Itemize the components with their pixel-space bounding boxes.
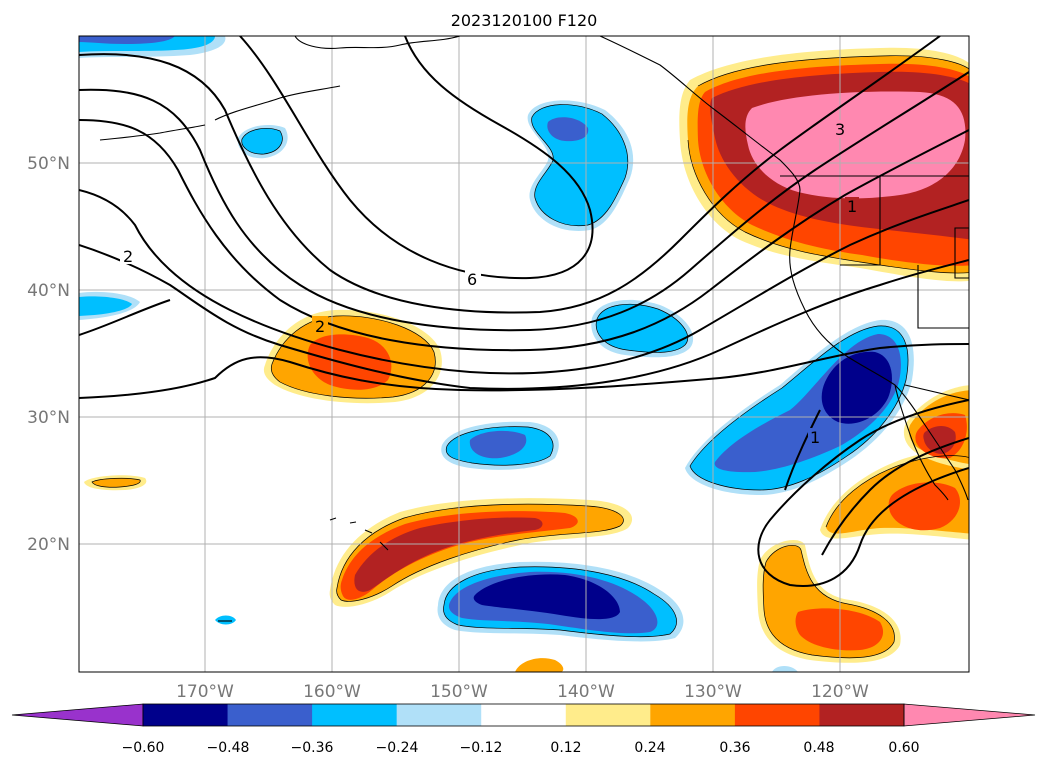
lon-label-140w: 140°W — [557, 682, 615, 702]
contour-low — [757, 399, 969, 587]
state-border-3 — [954, 227, 969, 279]
negative-anomaly-15n-deep — [473, 574, 620, 620]
contour-label-6: 6 — [467, 270, 477, 289]
colorbar-cell-1 — [227, 704, 313, 726]
map-area: 2 6 2 3 1 1 — [79, 36, 969, 672]
negative-anomaly-28n-mid — [469, 430, 527, 459]
lat-label-20n: 20°N — [27, 535, 70, 555]
hawaii-islands — [329, 517, 389, 551]
colorbar-label-2: −0.36 — [291, 740, 334, 756]
positive-anomaly-hawaii-red — [340, 511, 578, 600]
colorbar-label-5: 0.12 — [550, 740, 581, 756]
colorbar-cell-3 — [396, 704, 482, 726]
colorbar-cell-7 — [734, 704, 820, 726]
negative-anomaly-bottom-right — [772, 666, 798, 672]
colorbar-cell-0 — [143, 704, 229, 726]
colorbar-tick-labels: −0.60 −0.48 −0.36 −0.24 −0.12 0.12 0.24 … — [122, 740, 920, 756]
contour-low-b — [784, 409, 821, 491]
colorbar-cell-8 — [819, 704, 905, 726]
positive-anomaly-south-red — [795, 608, 884, 651]
lat-label-30n: 30°N — [27, 408, 70, 428]
negative-anomaly-topleft-mid — [79, 36, 175, 44]
map-frame — [78, 35, 970, 673]
positive-anomaly-hawaii-darkred — [354, 517, 543, 592]
alaska-peninsula — [214, 85, 341, 121]
lon-label-150w: 150°W — [430, 682, 488, 702]
positive-anomaly-175w-orange — [92, 478, 141, 488]
colorbar-cell-5 — [565, 704, 651, 726]
state-border-2 — [917, 265, 969, 329]
anomaly-fills — [79, 36, 969, 672]
us-west-coast — [789, 189, 969, 501]
colorbar-label-9: 0.60 — [888, 740, 919, 756]
alaska-coast — [294, 36, 461, 49]
negative-anomaly-140w-mid — [547, 117, 589, 142]
contour-6 — [239, 36, 594, 280]
colorbar-extend-high — [903, 703, 1036, 727]
height-contours — [79, 36, 969, 587]
state-border-1 — [840, 176, 881, 266]
negative-anomaly-aleutian-blue — [241, 128, 283, 155]
colorbar-cells — [11, 703, 1036, 727]
contour-label-1b: 1 — [810, 428, 820, 447]
contour-label-1a: 1 — [847, 197, 857, 216]
contour-1-b — [79, 299, 171, 336]
lon-label-170w: 170°W — [176, 682, 234, 702]
colorbar-label-4: −0.12 — [460, 740, 503, 756]
contour-low-c — [821, 437, 969, 556]
contour-label-2: 2 — [315, 317, 325, 336]
aleutian-islands — [99, 124, 206, 141]
contour-3 — [79, 119, 969, 352]
colorbar: −0.60 −0.48 −0.36 −0.24 −0.12 0.12 0.24 … — [11, 703, 1036, 756]
contour-label-3: 3 — [835, 120, 845, 139]
coastlines — [99, 36, 969, 622]
colorbar-extend-low — [11, 703, 144, 727]
contour-label-west: 2 — [123, 247, 133, 266]
contour-0-a — [79, 343, 969, 399]
positive-anomaly-gulf-darkred — [923, 426, 956, 454]
colorbar-label-0: −0.60 — [122, 740, 165, 756]
lon-label-120w: 120°W — [811, 682, 869, 702]
negative-anomaly-tiny — [215, 615, 236, 625]
contour-1-a — [79, 244, 969, 390]
positive-anomaly-160w-red — [307, 334, 392, 390]
lon-label-160w: 160°W — [303, 682, 361, 702]
colorbar-label-3: −0.24 — [376, 740, 419, 756]
contour-5 — [79, 36, 941, 314]
colorbar-cell-6 — [650, 704, 736, 726]
lat-label-50n: 50°N — [27, 154, 70, 174]
latitude-labels: 50°N 40°N 30°N 20°N — [27, 154, 70, 555]
colorbar-label-8: 0.48 — [803, 740, 834, 756]
colorbar-frame — [142, 703, 905, 727]
colorbar-label-1: −0.48 — [207, 740, 250, 756]
contour-2 — [79, 189, 969, 375]
longitude-labels: 170°W 160°W 150°W 140°W 130°W 120°W — [176, 682, 869, 702]
contour-labels: 2 6 2 3 1 1 — [120, 120, 859, 447]
map-title: 2023120100 F120 — [451, 11, 598, 30]
colorbar-cell-4 — [481, 704, 567, 726]
bc-coast — [599, 36, 801, 191]
mexico-border — [904, 384, 969, 401]
negative-anomaly-leftedge-blue — [79, 296, 132, 316]
colorbar-label-7: 0.36 — [719, 740, 750, 756]
baja-peninsula — [894, 384, 949, 501]
colorbar-cell-2 — [312, 704, 398, 726]
negative-anomaly-california-deep — [821, 351, 892, 424]
positive-anomaly-bottom — [515, 658, 564, 672]
lat-label-40n: 40°N — [27, 281, 70, 301]
colorbar-label-6: 0.24 — [634, 740, 665, 756]
contour-4 — [79, 71, 969, 332]
lon-label-130w: 130°W — [684, 682, 742, 702]
